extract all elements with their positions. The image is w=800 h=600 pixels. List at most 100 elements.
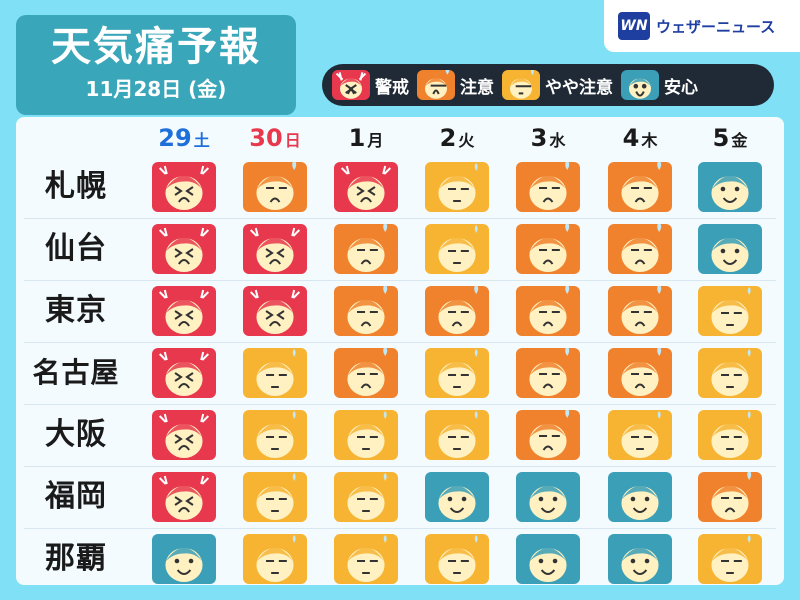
forecast-cell-注意 xyxy=(516,224,580,274)
forecast-cell-やや注意 xyxy=(425,162,489,212)
forecast-cell-警戒 xyxy=(152,224,216,274)
forecast-cell-注意 xyxy=(516,348,580,398)
day-number: 5 xyxy=(712,124,730,152)
row-divider xyxy=(24,404,776,405)
legend-item-1: 注意 xyxy=(417,70,494,100)
forecast-cell-警戒 xyxy=(152,348,216,398)
legend-item-0: 警戒 xyxy=(332,70,409,100)
pain-face-icon xyxy=(332,70,370,100)
day-number: 3 xyxy=(530,124,548,152)
forecast-cell-安心 xyxy=(425,472,489,522)
forecast-cell-注意 xyxy=(516,410,580,460)
row-divider xyxy=(24,342,776,343)
day-number: 30 xyxy=(249,124,283,152)
row-divider xyxy=(24,466,776,467)
forecast-cell-安心 xyxy=(516,472,580,522)
day-weekday: 日 xyxy=(284,131,301,150)
row-divider xyxy=(24,218,776,219)
smile-face-icon xyxy=(621,70,659,100)
forecast-cell-やや注意 xyxy=(243,534,307,584)
forecast-cell-やや注意 xyxy=(425,348,489,398)
city-name: 大阪 xyxy=(45,417,107,452)
city-name: 札幌 xyxy=(45,169,107,204)
forecast-cell-注意 xyxy=(608,286,672,336)
forecast-cell-やや注意 xyxy=(425,224,489,274)
legend-label: 警戒 xyxy=(375,77,409,98)
forecast-cell-注意 xyxy=(334,224,398,274)
brand-name: ウェザーニュース xyxy=(656,17,776,36)
forecast-cell-安心 xyxy=(608,534,672,584)
city-name: 那覇 xyxy=(45,541,107,576)
forecast-cell-警戒 xyxy=(334,162,398,212)
forecast-cell-注意 xyxy=(608,348,672,398)
title-box: 天気痛予報 11月28日 (金) xyxy=(16,15,296,115)
forecast-cell-警戒 xyxy=(152,472,216,522)
legend: 警戒 注意 やや注意 安心 xyxy=(322,64,774,106)
forecast-cell-警戒 xyxy=(243,286,307,336)
legend-label: やや注意 xyxy=(545,77,613,98)
page-title: 天気痛予報 xyxy=(51,24,261,70)
forecast-cell-やや注意 xyxy=(698,286,762,336)
day-weekday: 土 xyxy=(193,131,210,150)
forecast-cell-やや注意 xyxy=(243,410,307,460)
row-divider xyxy=(24,528,776,529)
worried-face-icon xyxy=(417,70,455,100)
day-weekday: 木 xyxy=(641,131,658,150)
forecast-cell-注意 xyxy=(334,348,398,398)
city-name: 仙台 xyxy=(45,231,107,266)
forecast-cell-安心 xyxy=(698,162,762,212)
forecast-cell-安心 xyxy=(698,224,762,274)
day-number: 4 xyxy=(622,124,640,152)
day-header: 29 土 xyxy=(139,124,229,154)
day-number: 1 xyxy=(348,124,366,152)
forecast-cell-注意 xyxy=(516,162,580,212)
weathernews-logo-icon: WN xyxy=(618,12,650,40)
forecast-cell-安心 xyxy=(516,534,580,584)
forecast-cell-やや注意 xyxy=(334,410,398,460)
day-weekday: 水 xyxy=(549,131,566,150)
day-number: 29 xyxy=(158,124,192,152)
forecast-cell-警戒 xyxy=(152,162,216,212)
forecast-date: 11月28日 (金) xyxy=(85,77,227,101)
forecast-cell-やや注意 xyxy=(608,410,672,460)
forecast-cell-安心 xyxy=(608,472,672,522)
forecast-cell-やや注意 xyxy=(334,472,398,522)
forecast-cell-注意 xyxy=(425,286,489,336)
forecast-cell-注意 xyxy=(243,162,307,212)
forecast-cell-警戒 xyxy=(152,410,216,460)
neutral-face-icon xyxy=(502,70,540,100)
legend-item-3: 安心 xyxy=(621,70,698,100)
forecast-cell-安心 xyxy=(152,534,216,584)
day-weekday: 月 xyxy=(367,131,384,150)
day-weekday: 金 xyxy=(731,131,748,150)
forecast-cell-やや注意 xyxy=(243,472,307,522)
day-header: 30 日 xyxy=(230,124,320,154)
forecast-cell-注意 xyxy=(516,286,580,336)
forecast-cell-注意 xyxy=(698,472,762,522)
forecast-cell-警戒 xyxy=(243,224,307,274)
forecast-cell-注意 xyxy=(608,224,672,274)
forecast-cell-注意 xyxy=(608,162,672,212)
forecast-cell-やや注意 xyxy=(334,534,398,584)
city-name: 名古屋 xyxy=(32,356,120,389)
legend-item-2: やや注意 xyxy=(502,70,613,100)
forecast-cell-やや注意 xyxy=(698,534,762,584)
forecast-cell-やや注意 xyxy=(425,410,489,460)
forecast-cell-やや注意 xyxy=(243,348,307,398)
row-divider xyxy=(24,280,776,281)
day-number: 2 xyxy=(439,124,457,152)
legend-label: 注意 xyxy=(460,77,494,98)
legend-label: 安心 xyxy=(664,77,698,98)
city-name: 福岡 xyxy=(45,479,107,514)
forecast-cell-やや注意 xyxy=(698,348,762,398)
brand-logo-area: WN ウェザーニュース xyxy=(604,0,800,52)
forecast-cell-やや注意 xyxy=(425,534,489,584)
forecast-cell-注意 xyxy=(334,286,398,336)
forecast-cell-警戒 xyxy=(152,286,216,336)
day-weekday: 火 xyxy=(458,131,475,150)
